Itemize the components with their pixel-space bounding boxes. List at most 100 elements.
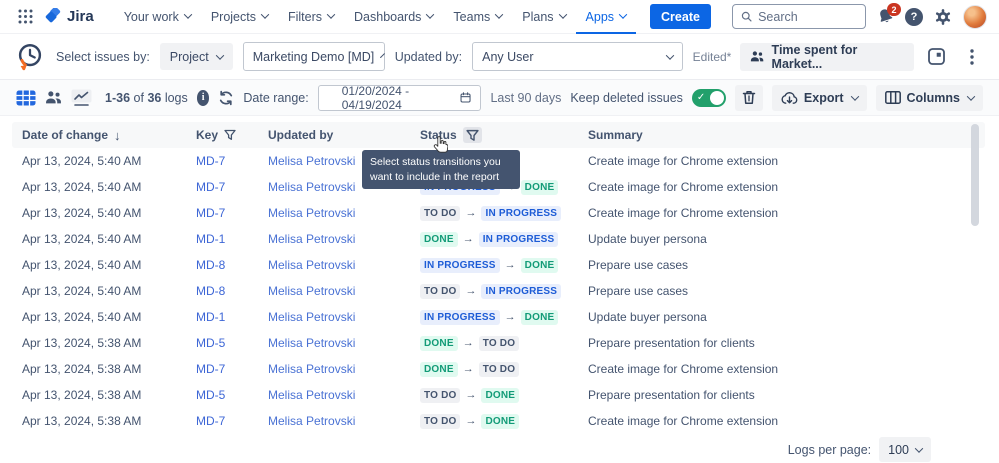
- logs-total: 36: [147, 90, 162, 105]
- refresh-icon: [220, 90, 233, 105]
- cell-date-of-change: Apr 13, 2024, 5:40 AM: [22, 206, 142, 220]
- cell-date-of-change: Apr 13, 2024, 5:38 AM: [22, 414, 142, 428]
- header-date-of-change[interactable]: Date of change ↓: [22, 127, 121, 143]
- nav-item-teams[interactable]: Teams: [443, 0, 512, 34]
- report-selector-button[interactable]: Time spent for Market...: [740, 42, 914, 71]
- cell-summary: Update buyer persona: [588, 232, 707, 246]
- cell-updated-by-link[interactable]: Melisa Petrovski: [268, 388, 356, 402]
- nav-item-plans[interactable]: Plans: [512, 0, 575, 34]
- sort-desc-icon[interactable]: ↓: [114, 127, 121, 143]
- table-row: Apr 13, 2024, 5:38 AM MD-5 Melisa Petrovsk…: [12, 382, 985, 408]
- header-key[interactable]: Key: [196, 128, 268, 142]
- status-badge: TO DO: [478, 361, 520, 377]
- cell-issue-key-link[interactable]: MD-5: [196, 388, 226, 402]
- cell-issue-key-link[interactable]: MD-7: [196, 362, 226, 376]
- cell-updated-by-link[interactable]: Melisa Petrovski: [268, 310, 356, 324]
- cell-summary: Prepare presentation for clients: [588, 336, 755, 350]
- app-switcher-icon[interactable]: [12, 4, 38, 30]
- status-filter-button[interactable]: [462, 127, 482, 143]
- updated-by-dropdown[interactable]: Any User: [472, 42, 683, 71]
- nav-item-label: Projects: [210, 9, 256, 24]
- status-badge: DONE: [420, 361, 458, 377]
- people-view-button[interactable]: [45, 90, 62, 105]
- notification-badge: 2: [887, 3, 901, 16]
- top-nav: Jira Your work Projects Filters Dashboards T…: [0, 0, 999, 34]
- export-button[interactable]: Export: [771, 84, 867, 111]
- cell-issue-key-link[interactable]: MD-5: [196, 336, 226, 350]
- date-range-input[interactable]: 01/20/2024 - 04/19/2024: [317, 84, 482, 112]
- cell-summary: Create image for Chrome extension: [588, 362, 779, 376]
- vertical-scrollbar[interactable]: [971, 124, 979, 226]
- jira-logo[interactable]: Jira: [44, 7, 94, 26]
- transition-arrow-icon: →: [465, 415, 477, 427]
- date-range-preset: Last 90 days: [490, 90, 562, 105]
- transition-arrow-icon: →: [465, 285, 477, 297]
- info-icon[interactable]: i: [196, 89, 210, 106]
- keep-deleted-toggle[interactable]: ✓: [691, 88, 726, 107]
- more-options-button[interactable]: [958, 43, 985, 71]
- help-icon[interactable]: ?: [905, 7, 923, 26]
- overflow-menu-icon: [970, 48, 974, 65]
- status-badge: IN PROGRESS: [478, 231, 559, 247]
- cell-status-transition: TO DO → IN PROGRESS: [420, 205, 588, 221]
- trash-icon: [742, 91, 756, 104]
- columns-button[interactable]: Columns: [875, 84, 983, 111]
- project-dropdown[interactable]: Marketing Demo [MD]: [242, 42, 386, 71]
- cell-updated-by-link[interactable]: Melisa Petrovski: [268, 284, 356, 298]
- cell-updated-by-link[interactable]: Melisa Petrovski: [268, 206, 356, 220]
- cell-updated-by-link[interactable]: Melisa Petrovski: [268, 336, 356, 350]
- cell-issue-key-link[interactable]: MD-7: [196, 154, 226, 168]
- nav-item-label: Dashboards: [354, 9, 422, 24]
- cell-updated-by-link[interactable]: Melisa Petrovski: [268, 362, 356, 376]
- table-view-button[interactable]: [16, 90, 36, 106]
- cell-updated-by-link[interactable]: Melisa Petrovski: [268, 154, 356, 168]
- search-box[interactable]: [732, 4, 866, 29]
- cell-issue-key-link[interactable]: MD-1: [196, 310, 226, 324]
- cell-updated-by-link[interactable]: Melisa Petrovski: [268, 258, 356, 272]
- chevron-down-icon: [326, 9, 336, 19]
- chevron-down-icon: [558, 9, 567, 19]
- delete-button[interactable]: [734, 84, 763, 111]
- nav-item-filters[interactable]: Filters: [278, 0, 344, 34]
- cell-updated-by-link[interactable]: Melisa Petrovski: [268, 414, 356, 428]
- mode-dropdown-value: Project: [169, 49, 209, 64]
- cell-issue-key-link[interactable]: MD-8: [196, 258, 226, 272]
- chart-view-button[interactable]: [71, 89, 92, 106]
- cell-updated-by-link[interactable]: Melisa Petrovski: [268, 232, 356, 246]
- issue-selector-mode-dropdown[interactable]: Project: [159, 43, 233, 70]
- cell-issue-key-link[interactable]: MD-7: [196, 180, 226, 194]
- cell-issue-key-link[interactable]: MD-1: [196, 232, 226, 246]
- cell-date-of-change: Apr 13, 2024, 5:38 AM: [22, 362, 142, 376]
- notifications-button[interactable]: 2: [877, 3, 901, 25]
- avatar[interactable]: [963, 4, 987, 29]
- cell-issue-key-link[interactable]: MD-7: [196, 206, 226, 220]
- create-button[interactable]: Create: [650, 4, 711, 29]
- search-input[interactable]: [758, 9, 857, 24]
- header-status[interactable]: Status: [420, 127, 588, 143]
- updated-by-label: Updated by:: [394, 49, 463, 64]
- transition-arrow-icon: →: [465, 207, 477, 219]
- nav-item-your-work[interactable]: Your work: [114, 0, 201, 34]
- filter-icon[interactable]: [224, 129, 236, 141]
- nav-item-dashboards[interactable]: Dashboards: [344, 0, 443, 34]
- settings-button[interactable]: [934, 8, 952, 26]
- nav-item-projects[interactable]: Projects: [201, 0, 278, 34]
- cell-updated-by-link[interactable]: Melisa Petrovski: [268, 180, 356, 194]
- nav-item-apps[interactable]: Apps: [576, 0, 637, 34]
- cell-issue-key-link[interactable]: MD-8: [196, 284, 226, 298]
- cell-status-transition: TO DO → IN PROGRESS: [420, 283, 588, 299]
- table-row: Apr 13, 2024, 5:38 AM MD-7 Melisa Petrovsk…: [12, 408, 985, 434]
- cell-date-of-change: Apr 13, 2024, 5:38 AM: [22, 388, 142, 402]
- window-switcher-button[interactable]: [923, 43, 950, 71]
- cell-issue-key-link[interactable]: MD-7: [196, 414, 226, 428]
- calendar-icon[interactable]: [460, 90, 471, 105]
- chevron-down-icon: [426, 9, 435, 19]
- transition-arrow-icon: →: [462, 233, 474, 245]
- refresh-button[interactable]: [218, 90, 234, 106]
- export-label: Export: [803, 90, 844, 105]
- chevron-down-icon: [850, 91, 859, 101]
- status-badge: DONE: [420, 231, 458, 247]
- chevron-down-icon: [495, 9, 504, 19]
- status-badge: IN PROGRESS: [481, 283, 562, 299]
- logs-per-page-select[interactable]: 100: [879, 437, 931, 462]
